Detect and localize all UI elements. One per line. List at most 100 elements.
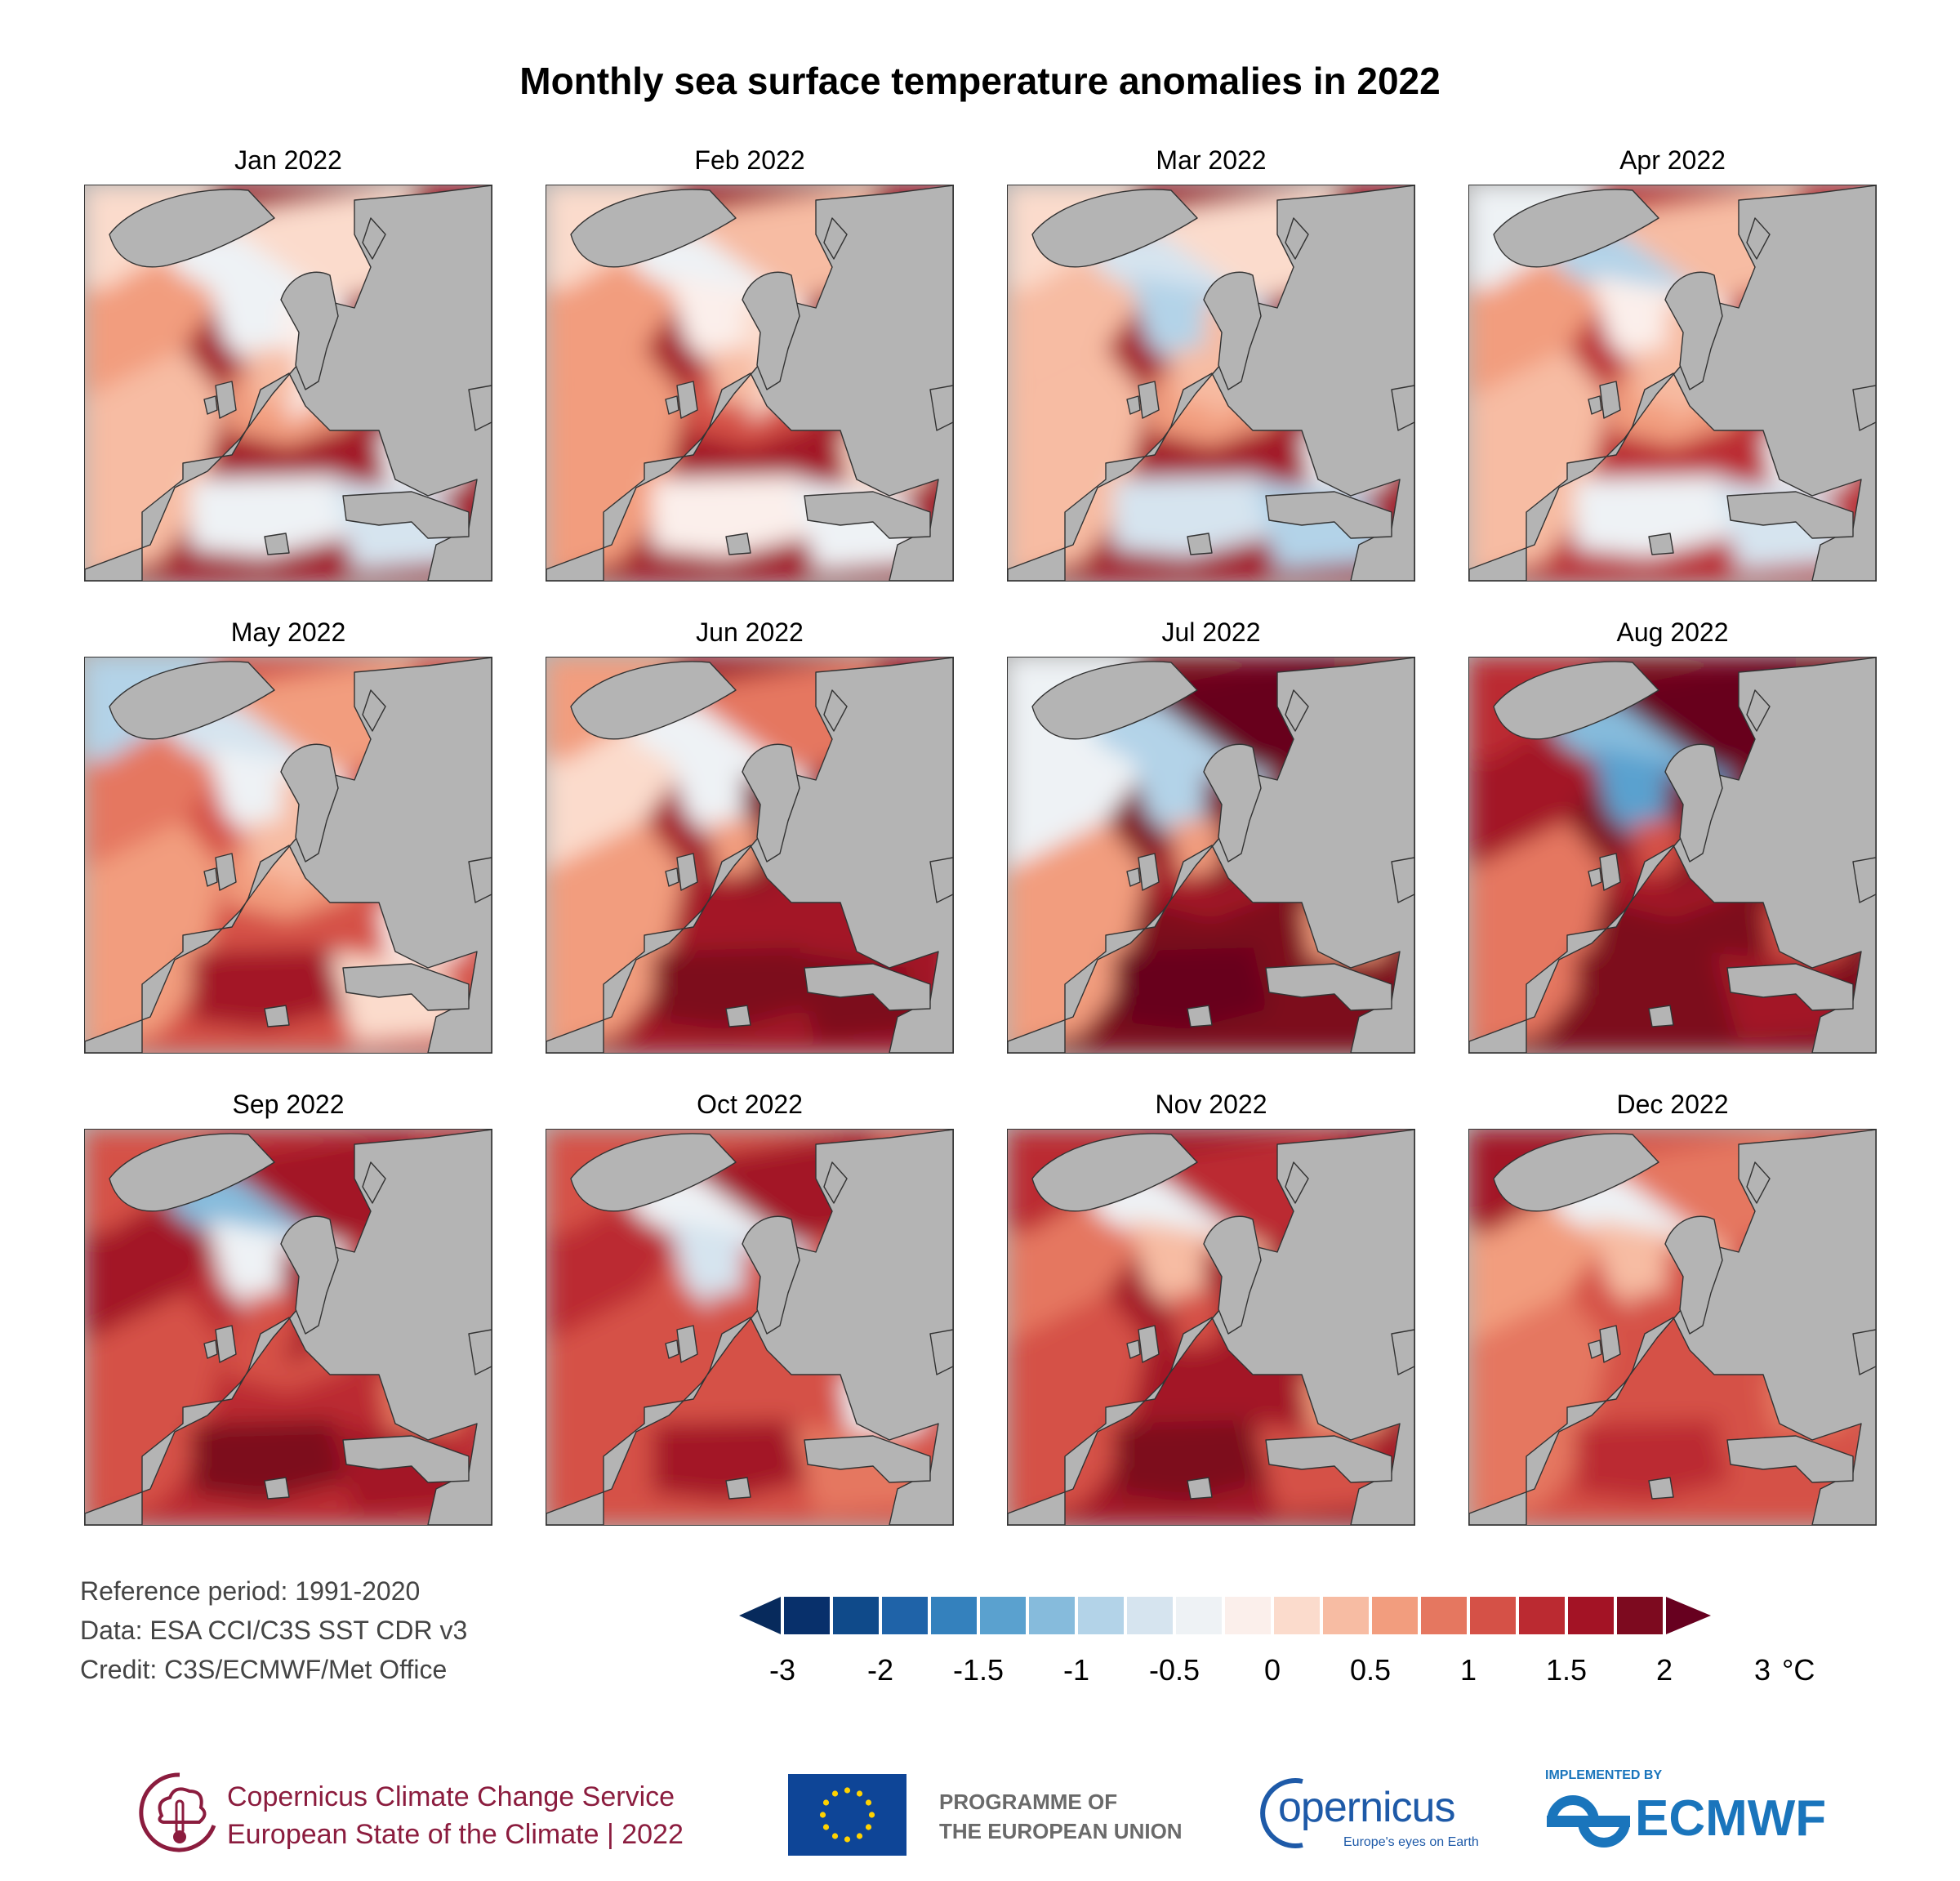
ocean-region [546,349,685,581]
panel-title: Apr 2022 [1619,145,1726,175]
eu-star-icon [865,1799,872,1806]
eu-star-icon [822,1799,830,1806]
sst-anomaly-map [546,185,954,582]
ocean-region [85,821,224,1053]
colorbar-swatch [1225,1597,1271,1634]
land-area [676,381,698,419]
copernicus-tagline: Europe's eyes on Earth [1343,1835,1479,1849]
land-area [264,1477,290,1500]
land-area [929,1329,953,1375]
land-area [929,857,953,903]
land-area [1203,743,1262,862]
land-area [1726,1435,1854,1483]
panel-title: Feb 2022 [694,145,805,175]
land-area [1031,1133,1198,1212]
ocean-region [248,349,297,406]
land-area [823,217,848,260]
land-area [1187,533,1213,555]
colorbar-swatch [980,1597,1026,1634]
sst-anomaly-map [1007,1129,1415,1526]
land-area [1746,689,1771,732]
land-mask [546,185,953,581]
panel-title: Aug 2022 [1616,617,1729,647]
land-area [1391,857,1414,903]
land-area [264,533,290,555]
land-area [1203,1215,1262,1335]
colorbar-legend: -3 -2 -1.5 -1 -0.5 0 0.5 1 1.5 2 3 °C [739,1597,1815,1687]
colorbar-tick-label: 3 [1754,1653,1771,1687]
c3s-report-name: European State of the Climate | 2022 [227,1819,684,1850]
land-area [109,661,275,740]
land-area [1126,395,1141,415]
land-area [1138,1325,1160,1363]
land-area [1726,491,1854,539]
land-area [742,1215,800,1335]
land-area [1031,189,1198,268]
eu-star-icon [844,1836,851,1843]
ocean-region [546,1293,685,1525]
land-area [109,189,275,268]
colorbar-tick-label: -3 [769,1653,795,1687]
ocean-region [1114,947,1269,1029]
map-panel: Apr 2022 [1468,144,1877,585]
map-panel: Nov 2022 [1007,1088,1415,1529]
panel-title: Jun 2022 [696,617,804,647]
land-area [280,743,339,862]
land-area [1852,857,1876,903]
land-area [570,189,737,268]
colorbar-tick-label: 1.5 [1546,1653,1587,1687]
land-area [215,1325,237,1363]
land-area [468,857,492,903]
sst-anomaly-map [1007,657,1415,1054]
map-panel: Mar 2022 [1007,144,1415,585]
map-panel: Aug 2022 [1468,616,1877,1057]
land-area [823,689,848,732]
sst-anomaly-map [84,657,492,1054]
land-area [1138,381,1160,419]
figure-notes: Reference period: 1991-2020 Data: ESA CC… [80,1571,467,1689]
sst-anomaly-map [1468,185,1877,582]
map-panel: Sep 2022 [84,1088,492,1529]
map-panel: Jun 2022 [546,616,954,1057]
land-mask [85,657,492,1053]
ocean-region [1633,1293,1682,1350]
ocean-region [1171,349,1220,406]
sst-anomaly-map [1007,185,1415,582]
colorbar-swatch [1372,1597,1418,1634]
land-area [1187,1005,1213,1027]
land-area [215,381,237,419]
land-area [362,217,386,260]
colorbar-swatch [1323,1597,1369,1634]
c3s-name: Copernicus Climate Change Service [227,1781,675,1812]
land-area [1265,491,1392,539]
eu-programme-text: PROGRAMME OF THE EUROPEAN UNION [939,1787,1183,1846]
ocean-region [1469,1293,1608,1525]
land-area [1648,1477,1674,1500]
land-area [725,1005,751,1027]
ocean-region [653,1420,808,1501]
ocean-region [1575,1420,1731,1501]
land-area [215,853,237,891]
land-area [804,963,931,1011]
map-panel: Feb 2022 [546,144,954,585]
colorbar-tick-label: -0.5 [1149,1653,1200,1687]
land-mask [1469,657,1876,1053]
ocean-region [710,1293,759,1350]
ecmwf-wordmark: ECMWF [1635,1790,1827,1847]
eu-flag-icon [788,1774,906,1856]
ecmwf-implemented-by: IMPLEMENTED BY [1545,1768,1663,1782]
colorbar-swatch [833,1597,879,1634]
land-area [1599,1325,1621,1363]
ocean-region [1008,349,1147,581]
ocean-region [248,1293,297,1350]
ecmwf-logo: IMPLEMENTED BY ECMWF [1544,1768,1870,1858]
panel-title: Jan 2022 [234,145,342,175]
credit-note: Credit: C3S/ECMWF/Met Office [80,1655,448,1684]
land-mask [546,1130,953,1525]
ocean-region [653,947,808,1029]
land-area [1126,867,1141,887]
ocean-region [85,349,224,581]
copernicus-logo: opernicus Europe's eyes on Earth [1254,1768,1482,1858]
panel-title: Sep 2022 [232,1090,345,1119]
land-area [1391,385,1414,431]
